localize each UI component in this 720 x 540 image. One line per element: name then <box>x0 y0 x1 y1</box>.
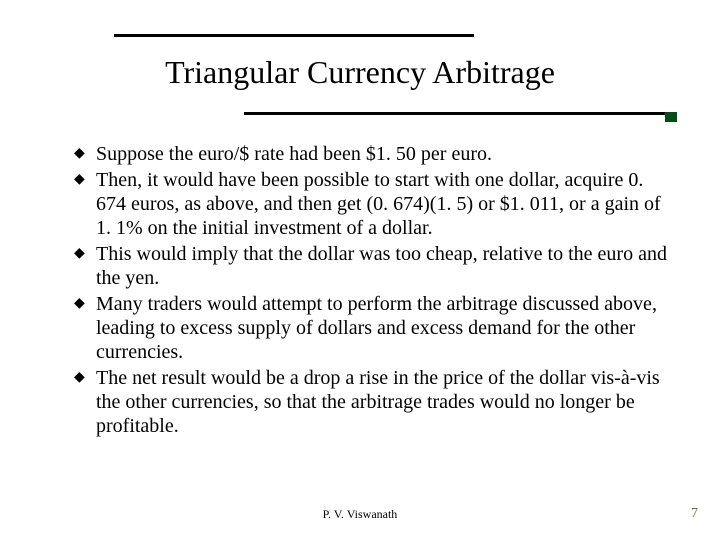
bullet-icon: ◆ <box>72 142 96 166</box>
bullet-text: Many traders would attempt to perform th… <box>96 292 668 364</box>
bullet-icon: ◆ <box>72 366 96 390</box>
list-item: ◆ Then, it would have been possible to s… <box>72 168 668 240</box>
page-number: 7 <box>691 506 698 522</box>
bullet-text: This would imply that the dollar was too… <box>96 242 668 290</box>
list-item: ◆ Suppose the euro/$ rate had been $1. 5… <box>72 142 668 166</box>
bullet-text: The net result would be a drop a rise in… <box>96 366 668 438</box>
bullet-icon: ◆ <box>72 168 96 192</box>
title-accent-square <box>665 112 677 122</box>
bullet-icon: ◆ <box>72 242 96 266</box>
bullet-text: Suppose the euro/$ rate had been $1. 50 … <box>96 142 668 166</box>
slide-body: ◆ Suppose the euro/$ rate had been $1. 5… <box>72 142 668 440</box>
slide-title: Triangular Currency Arbitrage <box>0 54 720 91</box>
footer-author: P. V. Viswanath <box>0 507 720 522</box>
title-rule-bottom <box>244 112 670 115</box>
title-rule-top <box>114 34 474 37</box>
list-item: ◆ Many traders would attempt to perform … <box>72 292 668 364</box>
list-item: ◆ This would imply that the dollar was t… <box>72 242 668 290</box>
list-item: ◆ The net result would be a drop a rise … <box>72 366 668 438</box>
bullet-icon: ◆ <box>72 292 96 316</box>
slide: Triangular Currency Arbitrage ◆ Suppose … <box>0 0 720 540</box>
bullet-text: Then, it would have been possible to sta… <box>96 168 668 240</box>
